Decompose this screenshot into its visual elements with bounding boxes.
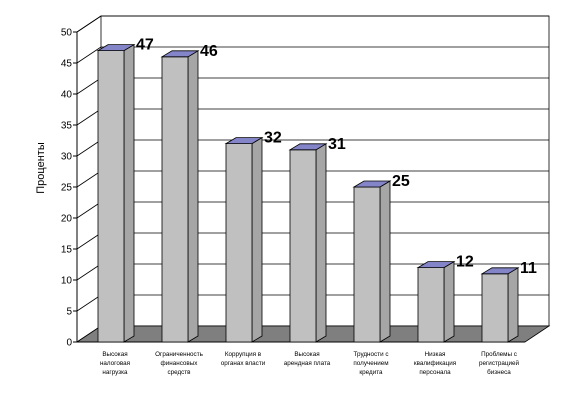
y-tick-label: 40	[61, 90, 73, 101]
bar-front	[161, 56, 189, 343]
y-tick-label: 45	[61, 59, 73, 70]
y-axis-title: Проценты	[35, 142, 47, 194]
gridline-side	[76, 170, 102, 188]
category-label: Трудности с получением кредита	[353, 351, 388, 376]
bar-value-label: 32	[264, 130, 282, 147]
bar-top	[480, 267, 520, 275]
y-tick-label: 5	[66, 307, 72, 318]
category-label-line: регистрацией	[479, 359, 519, 367]
bar	[352, 180, 392, 343]
category-label-line: средств	[167, 369, 191, 376]
gridline-side	[76, 139, 102, 157]
category-label-line: Ограниченность	[155, 351, 203, 358]
bar-side	[315, 143, 327, 343]
bar-front	[225, 143, 253, 343]
gridline-side	[76, 108, 102, 126]
gridline-side	[76, 294, 102, 312]
y-tick-label: 25	[61, 183, 73, 194]
bar	[288, 143, 328, 343]
value-labels: 47 46 32 31 25 12 11	[136, 37, 537, 277]
category-label-line: Высокая	[102, 351, 127, 358]
gridline-side	[76, 263, 102, 281]
bar-value-label: 31	[328, 136, 346, 153]
category-label-line: бизнеса	[487, 368, 511, 376]
category-label: Коррупция в органах власти	[221, 351, 266, 367]
bar-value-label: 47	[136, 37, 154, 54]
category-label-line: Проблемы с	[481, 350, 517, 358]
gridline-side	[76, 201, 102, 219]
bar-value-label: 12	[456, 254, 474, 271]
bar-side	[187, 50, 199, 343]
y-axis-top-edge	[76, 15, 102, 33]
category-label-line: квалификация	[414, 360, 456, 367]
bar-top	[288, 143, 328, 151]
y-tick-label: 30	[61, 152, 73, 163]
category-label-line: персонала	[419, 369, 451, 376]
bar-top	[416, 261, 456, 269]
category-label: Высокая арендная плата	[284, 351, 331, 367]
category-label-line: арендная плата	[284, 360, 331, 367]
category-label-line: Низкая	[425, 351, 446, 358]
bar-side	[123, 43, 135, 343]
bar-front	[481, 273, 509, 343]
gridline-side	[76, 77, 102, 95]
bar-value-label: 11	[520, 260, 537, 277]
category-label: Низкая квалификация персонала	[414, 351, 456, 376]
y-tick-label: 20	[61, 214, 73, 225]
bar-side	[443, 260, 455, 343]
y-axis: 0 5 10 15 20 25 30 35 40 45 50	[61, 15, 525, 349]
category-label: Ограниченность финансовых средств	[155, 351, 203, 376]
category-label-line: налоговая	[100, 360, 130, 367]
category-labels: Высокая налоговая нагрузка Ограниченность фи…	[100, 350, 520, 376]
y-tick-label: 35	[61, 121, 73, 132]
bar-front	[417, 267, 445, 343]
bar-value-label: 46	[200, 43, 218, 60]
y-tick-label: 15	[61, 245, 73, 256]
category-label-line: Высокая	[294, 351, 319, 358]
category-label-line: финансовых	[161, 360, 199, 367]
bar-front	[97, 50, 125, 343]
gridline-side	[76, 232, 102, 250]
category-label-line: Трудности с	[354, 351, 389, 358]
category-label-line: органах власти	[221, 360, 266, 367]
bar	[416, 260, 456, 343]
bar-front	[289, 149, 317, 343]
bar-top	[96, 44, 136, 51]
category-label: Высокая налоговая нагрузка	[100, 351, 130, 376]
bar-value-label: 25	[392, 173, 410, 190]
y-tick-label: 50	[61, 28, 73, 39]
bars	[96, 43, 520, 343]
bar	[480, 267, 520, 343]
bar-side	[379, 180, 391, 343]
bar-side	[251, 136, 263, 343]
bar	[96, 43, 136, 343]
bar-top	[352, 180, 392, 188]
bar-top	[160, 50, 200, 58]
category-label-line: Коррупция в	[225, 351, 262, 358]
category-label-line: нагрузка	[102, 369, 128, 376]
category-label-line: кредита	[359, 369, 383, 376]
category-label: Проблемы с регистрацией бизнеса	[479, 350, 519, 376]
bar	[160, 50, 200, 343]
y-tick-label: 10	[61, 276, 73, 287]
gridline-side	[76, 46, 102, 64]
y-tick-label: 0	[66, 338, 72, 349]
bar-top	[224, 137, 264, 145]
category-label-line: получением	[353, 360, 388, 367]
bar-side	[507, 267, 519, 343]
bar	[224, 136, 264, 343]
bar-front	[353, 186, 381, 343]
